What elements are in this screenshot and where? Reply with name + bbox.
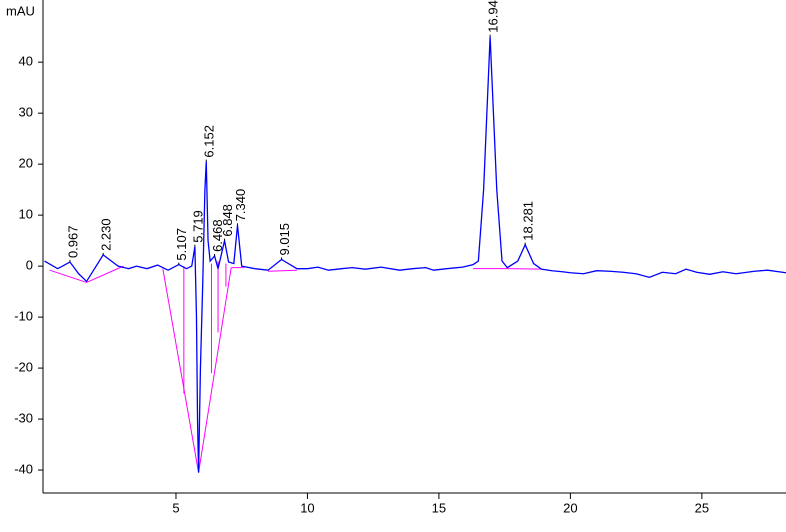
peak-label: 18.281 <box>521 201 536 241</box>
y-tick-label: -40 <box>14 461 33 476</box>
y-axis-label: mAU <box>6 3 35 18</box>
y-tick-label: 0 <box>26 258 33 273</box>
x-tick-label: 15 <box>432 500 446 515</box>
peak-label: 6.152 <box>202 125 217 158</box>
baseline <box>198 267 232 473</box>
peak-label: 6.468 <box>210 219 225 252</box>
y-tick-label: -10 <box>14 309 33 324</box>
peak-label: 2.230 <box>99 218 114 251</box>
x-tick-label: 20 <box>563 500 577 515</box>
peak-label: 6.848 <box>220 204 235 237</box>
baseline <box>267 269 297 272</box>
peak-label: 5.719 <box>190 210 205 243</box>
x-tick-label: 10 <box>300 500 314 515</box>
peak-label: 5.107 <box>174 228 189 261</box>
trace <box>44 36 786 473</box>
y-tick-label: 40 <box>19 54 33 69</box>
y-tick-label: 30 <box>19 105 33 120</box>
baseline <box>507 268 542 270</box>
baseline <box>162 268 200 473</box>
peak-label: 7.340 <box>233 189 248 222</box>
y-tick-label: -20 <box>14 360 33 375</box>
peak-label: 16.947 <box>486 0 501 33</box>
peak-label: 0.967 <box>65 225 80 258</box>
x-tick-label: 5 <box>172 500 179 515</box>
baseline <box>49 269 87 283</box>
x-tick-label: 25 <box>695 500 709 515</box>
y-tick-label: 10 <box>19 207 33 222</box>
baseline <box>86 265 124 283</box>
peak-label: 9.015 <box>277 223 292 256</box>
y-tick-label: 20 <box>19 156 33 171</box>
y-tick-label: -30 <box>14 411 33 426</box>
